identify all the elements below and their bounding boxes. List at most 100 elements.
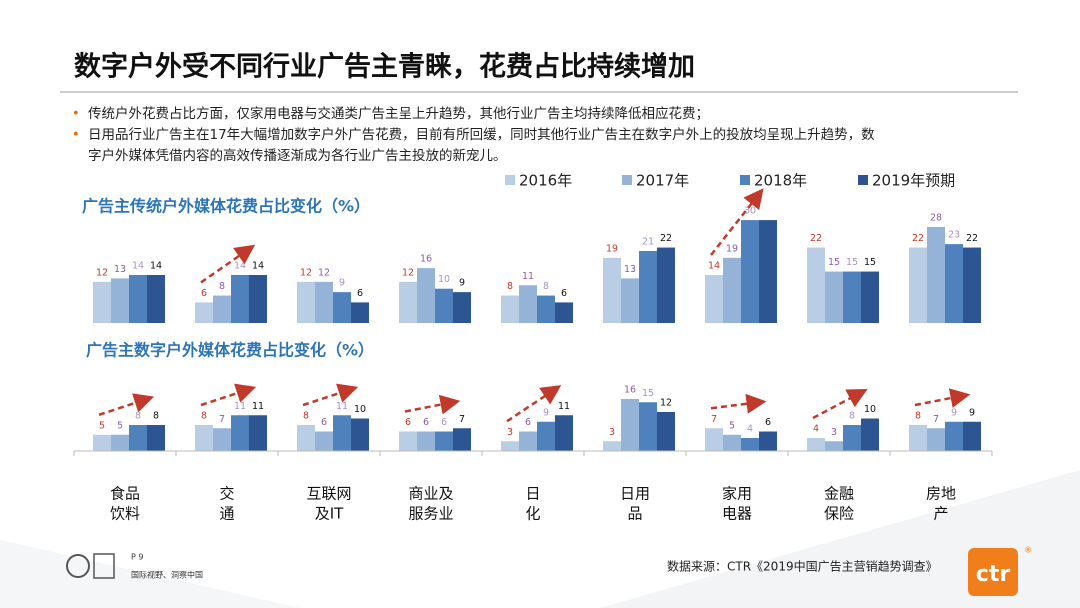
bar: [195, 425, 213, 451]
value-label: 5: [117, 420, 123, 431]
bar: [249, 274, 267, 323]
value-label: 11: [558, 401, 570, 412]
value-label: 22: [660, 233, 672, 244]
bar: [705, 428, 723, 451]
value-label: 12: [96, 267, 108, 278]
bar: [501, 295, 519, 323]
bar: [351, 418, 369, 451]
value-label: 8: [543, 281, 549, 292]
bar: [111, 278, 129, 323]
bar: [501, 441, 519, 451]
value-label: 6: [321, 417, 327, 428]
logo-mark: ®: [1024, 546, 1032, 555]
bar: [621, 399, 639, 451]
value-label: 7: [219, 414, 225, 425]
legend-label: 2018年: [754, 172, 807, 190]
bar: [195, 302, 213, 323]
value-label: 30: [744, 206, 756, 217]
source: 数据来源：CTR《2019中国广告主营销趋势调查》: [667, 559, 938, 574]
value-label: 6: [357, 288, 363, 299]
trend-arrow: [710, 393, 767, 414]
bar: [315, 281, 333, 323]
chart-title: 广告主数字户外媒体花费占比变化（%）: [86, 341, 374, 360]
value-label: 8: [849, 411, 855, 422]
bar: [759, 220, 777, 323]
background-shape: [600, 470, 1080, 608]
value-label: 14: [234, 260, 246, 271]
value-label: 4: [813, 424, 819, 435]
bar: [417, 431, 435, 451]
bar: [435, 431, 453, 451]
logo-box: [968, 548, 1018, 596]
bar: [453, 428, 471, 451]
value-label: 7: [711, 414, 717, 425]
value-label: 28: [930, 212, 942, 223]
trend-arrow: [302, 383, 359, 407]
slogan: 国际视野、洞察中国: [131, 570, 203, 580]
x-tick-label: 品: [627, 505, 642, 523]
bar: [537, 421, 555, 451]
value-label: 15: [828, 257, 840, 268]
legend-swatch: [622, 175, 632, 185]
value-label: 10: [354, 404, 366, 415]
x-tick-label: 金融: [824, 485, 854, 503]
value-label: 8: [153, 411, 159, 422]
bar: [399, 281, 417, 323]
value-label: 13: [114, 264, 126, 275]
bar: [909, 425, 927, 451]
value-label: 8: [507, 281, 513, 292]
bar: [723, 257, 741, 323]
bar: [435, 288, 453, 323]
bar: [843, 271, 861, 323]
bar: [147, 274, 165, 323]
trend-arrow: [914, 388, 971, 408]
page-number: P 9: [131, 553, 143, 562]
bar: [963, 421, 981, 451]
value-label: 19: [726, 243, 738, 254]
bar: [723, 434, 741, 451]
value-label: 15: [846, 257, 858, 268]
value-label: 13: [624, 264, 636, 275]
bar: [657, 247, 675, 323]
bar: [249, 415, 267, 451]
x-tick-label: 家用: [722, 485, 752, 503]
bar: [129, 425, 147, 451]
legend-swatch: [740, 175, 750, 185]
value-label: 9: [969, 407, 975, 418]
bar: [639, 250, 657, 323]
x-tick-label: 食品: [110, 485, 140, 503]
bullet-dot: •: [72, 128, 80, 143]
value-label: 14: [708, 260, 720, 271]
bar: [963, 247, 981, 323]
value-label: 12: [660, 398, 672, 409]
legend-label: 2016年: [519, 172, 572, 190]
value-label: 12: [402, 267, 414, 278]
bar: [417, 268, 435, 323]
value-label: 19: [606, 243, 618, 254]
bar: [129, 274, 147, 323]
bar: [333, 292, 351, 323]
value-label: 9: [543, 407, 549, 418]
trend-arrow: [710, 188, 764, 256]
value-label: 15: [642, 388, 654, 399]
value-label: 6: [441, 417, 447, 428]
bar: [759, 431, 777, 451]
value-label: 6: [561, 288, 567, 299]
x-tick-label: 产: [933, 505, 948, 523]
value-label: 6: [201, 288, 207, 299]
legend-label: 2017年: [636, 172, 689, 190]
bar: [537, 295, 555, 323]
value-label: 11: [522, 271, 534, 282]
value-label: 14: [150, 260, 162, 271]
x-tick-label: 互联网: [306, 485, 351, 503]
value-label: 8: [201, 411, 207, 422]
bar: [861, 418, 879, 451]
x-tick-label: 饮料: [110, 505, 140, 523]
bar: [315, 431, 333, 451]
value-label: 22: [810, 233, 822, 244]
bar: [297, 281, 315, 323]
x-tick-label: 电器: [722, 505, 752, 523]
bar: [519, 431, 537, 451]
bar: [519, 285, 537, 323]
